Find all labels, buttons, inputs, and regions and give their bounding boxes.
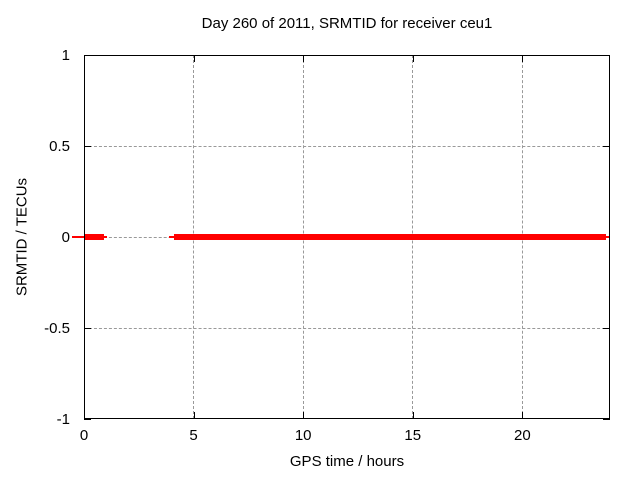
x-tick-label: 0: [79, 427, 89, 444]
y-tick-label: 0.5: [49, 138, 70, 155]
data-series-line-bold: [85, 234, 104, 240]
gridline-horizontal: [84, 327, 610, 329]
x-tick-mark: [303, 55, 305, 62]
y-tick-mark: [603, 55, 610, 56]
x-tick-mark: [193, 412, 195, 419]
y-tick-mark: [84, 419, 91, 420]
x-tick-mark: [412, 55, 414, 62]
chart-title: Day 260 of 2011, SRMTID for receiver ceu…: [201, 15, 493, 32]
x-tick-label: 15: [404, 427, 422, 444]
y-tick-label: 0: [61, 229, 70, 246]
data-series-line-bold: [173, 234, 606, 240]
x-tick-mark: [522, 55, 524, 62]
y-tick-mark: [84, 328, 91, 329]
x-tick-label: 5: [189, 427, 198, 444]
y-tick-mark: [84, 55, 91, 56]
x-tick-label: 10: [294, 427, 312, 444]
y-tick-label: 1: [61, 47, 70, 64]
plot-area: [71, 55, 610, 420]
x-tick-mark: [84, 412, 85, 419]
y-tick-mark: [84, 146, 91, 147]
x-tick-mark: [193, 55, 195, 62]
x-tick-mark: [84, 55, 85, 62]
y-tick-label: -1: [56, 411, 70, 428]
y-tick-mark: [603, 146, 610, 147]
x-tick-mark: [522, 412, 524, 419]
y-tick-mark: [603, 419, 610, 420]
y-tick-mark: [603, 328, 610, 329]
y-tick-label: -0.5: [44, 320, 70, 337]
x-tick-label: 20: [513, 427, 531, 444]
gridline-horizontal: [84, 145, 610, 147]
x-axis-label: GPS time / hours: [289, 453, 405, 470]
x-tick-mark: [303, 412, 305, 419]
x-tick-mark: [412, 412, 414, 419]
